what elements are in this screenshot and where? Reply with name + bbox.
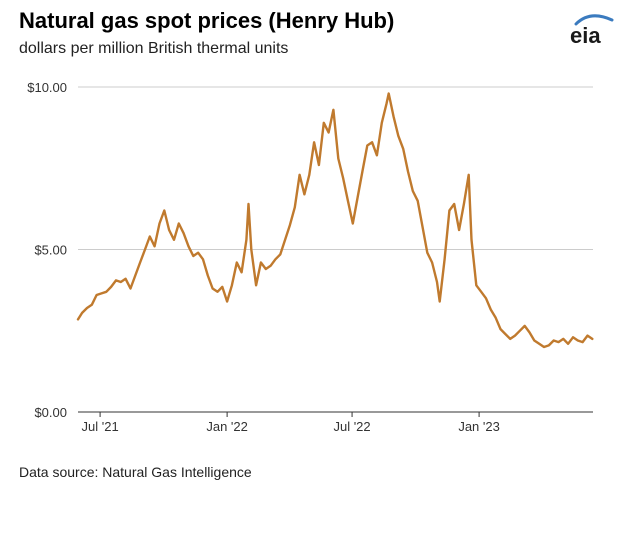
y-tick-label: $10.00 [27, 80, 67, 95]
x-tick-label: Jul '21 [82, 419, 119, 434]
x-tick-label: Jan '23 [458, 419, 500, 434]
x-axis-labels: Jul '21 Jan '22 Jul '22 Jan '23 [82, 419, 500, 434]
y-axis-labels: $0.00 $5.00 $10.00 [27, 80, 67, 420]
series-line-0 [76, 92, 594, 349]
chart-subtitle: dollars per million British thermal unit… [19, 40, 289, 57]
y-tick-label: $0.00 [34, 405, 67, 420]
grid-lines [78, 86, 593, 250]
price-chart: $0.00 $5.00 $10.00 Jul '21 Jan '22 Jul '22 Ja… [27, 80, 594, 434]
data-source-note: Data source: Natural Gas Intelligence [19, 464, 252, 480]
x-axis [78, 411, 593, 417]
eia-logo[interactable]: eia [566, 12, 616, 48]
chart-title: Natural gas spot prices (Henry Hub) [19, 8, 395, 33]
y-tick-label: $5.00 [34, 243, 67, 258]
logo-arc-icon [574, 14, 614, 26]
x-tick-label: Jul '22 [333, 419, 370, 434]
logo-text: eia [570, 23, 601, 48]
x-tick-label: Jan '22 [206, 419, 248, 434]
series-layer [76, 92, 594, 349]
